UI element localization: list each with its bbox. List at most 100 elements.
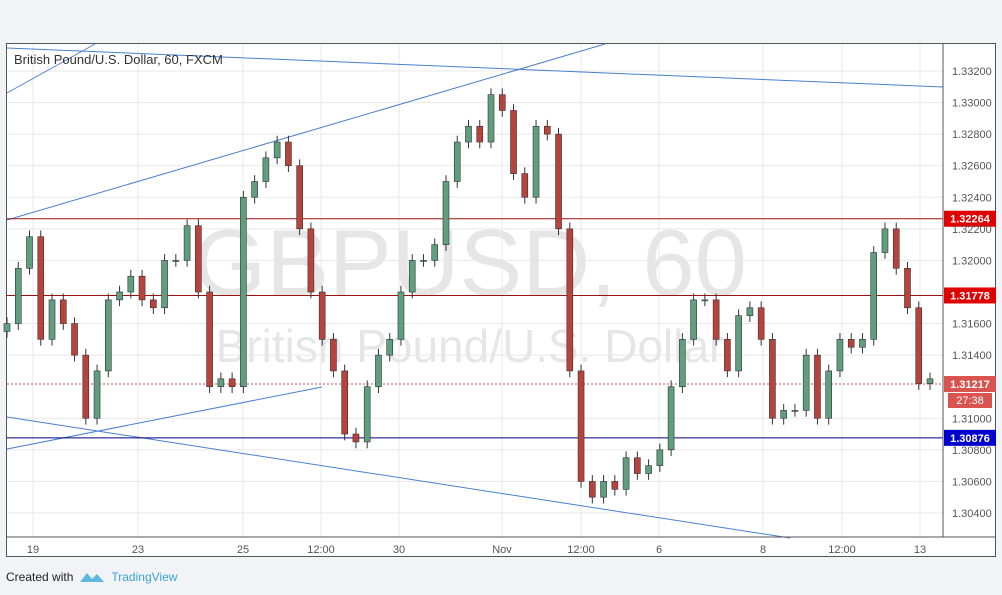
- candle: [206, 291, 213, 387]
- candle: [701, 299, 709, 302]
- candle: [116, 291, 123, 301]
- candle: [285, 141, 292, 167]
- candle: [656, 449, 664, 466]
- candle: [228, 378, 236, 387]
- trendline[interactable]: [6, 416, 791, 539]
- candle: [26, 236, 33, 269]
- candle: [195, 225, 202, 293]
- candle: [836, 339, 844, 372]
- candle: [892, 228, 900, 269]
- x-tick-label: 25: [237, 544, 249, 556]
- candle: [746, 307, 754, 316]
- candle: [521, 173, 529, 198]
- tradingview-logo-icon: [80, 573, 105, 582]
- candle: [386, 339, 394, 356]
- chart-frame[interactable]: [6, 43, 996, 557]
- candle: [679, 339, 686, 388]
- y-tick-label: 1.32400: [952, 192, 992, 204]
- y-tick-label: 1.32600: [952, 161, 992, 173]
- candle: [307, 228, 315, 293]
- candle: [802, 354, 810, 411]
- x-tick-label: 30: [393, 544, 405, 556]
- candle: [442, 181, 450, 245]
- candle: [408, 260, 416, 293]
- trendline[interactable]: [6, 47, 944, 88]
- candle: [363, 386, 371, 443]
- candle: [127, 275, 135, 293]
- candle: [14, 268, 22, 324]
- countdown-badge: [948, 393, 992, 409]
- candle: [600, 481, 607, 498]
- watermark-symbol: GBPUSD, 60: [193, 210, 747, 315]
- tradingview-link[interactable]: TradingView: [111, 570, 178, 584]
- candle: [532, 125, 540, 198]
- y-tick-label: 1.31400: [952, 350, 992, 362]
- candle: [138, 275, 146, 301]
- candle: [904, 268, 911, 309]
- level-badge: [944, 210, 996, 227]
- candle: [712, 299, 720, 340]
- candle: [825, 370, 832, 419]
- candle: [735, 315, 742, 372]
- x-tick-label: 13: [914, 544, 926, 556]
- footer: Created with TradingView: [6, 570, 177, 584]
- candle: [431, 244, 439, 261]
- y-tick-label: 1.30400: [952, 508, 992, 520]
- candle: [814, 354, 821, 419]
- candle: [622, 457, 630, 490]
- current-price-badge: [944, 376, 996, 393]
- candle: [881, 228, 889, 253]
- x-tick-label: 12:00: [307, 544, 335, 556]
- candle: [724, 339, 731, 372]
- candle: [341, 370, 348, 435]
- candle: [37, 236, 45, 340]
- candle: [262, 157, 270, 182]
- current-price-label: 1.31217: [950, 379, 990, 391]
- candle: [487, 94, 495, 143]
- watermark-name: British Pound/U.S. Dollar: [216, 320, 725, 372]
- candle: [93, 370, 101, 419]
- candle: [757, 307, 765, 340]
- y-tick-label: 1.31600: [952, 319, 992, 331]
- candle: [318, 291, 326, 340]
- candle: [915, 307, 923, 384]
- candle: [296, 165, 303, 230]
- trendline[interactable]: [6, 43, 96, 94]
- candle: [555, 133, 562, 230]
- y-tick-label: 1.30800: [952, 445, 992, 457]
- candle: [611, 481, 619, 490]
- level-label: 1.30876: [950, 433, 990, 445]
- candle: [465, 125, 472, 143]
- time-axis: 19 23 25 12:00 30 Nov 12:00 6 8 12:00 13: [27, 544, 926, 556]
- candle: [161, 260, 168, 309]
- candle: [645, 465, 652, 474]
- y-tick-label: 1.33000: [952, 98, 992, 110]
- candle: [476, 125, 484, 143]
- candle: [769, 339, 776, 419]
- candle: [791, 410, 799, 412]
- candle: [847, 339, 855, 348]
- candle: [634, 457, 641, 474]
- y-tick-label: 1.33200: [952, 66, 992, 78]
- trendline[interactable]: [6, 43, 606, 221]
- candle: [566, 228, 574, 372]
- candle: [690, 299, 697, 340]
- watermark: GBPUSD, 60 British Pound/U.S. Dollar: [193, 210, 747, 372]
- price-axis: 1.33200 1.33000 1.32800 1.32600 1.32400 1.322…: [952, 66, 992, 520]
- candle: [870, 252, 878, 340]
- level-badge: [944, 429, 996, 446]
- x-tick-label: 23: [132, 544, 144, 556]
- trendline[interactable]: [6, 386, 323, 450]
- candle: [3, 323, 11, 332]
- x-tick-label: 8: [760, 544, 766, 556]
- y-tick-label: 1.30600: [952, 476, 992, 488]
- created-with-label: Created with: [6, 570, 74, 584]
- candle: [71, 323, 78, 356]
- candle: [780, 410, 787, 419]
- candle: [498, 94, 506, 111]
- x-tick-label: 12:00: [567, 544, 595, 556]
- candle: [59, 299, 67, 324]
- candle: [453, 141, 461, 182]
- y-tick-label: 1.32000: [952, 255, 992, 267]
